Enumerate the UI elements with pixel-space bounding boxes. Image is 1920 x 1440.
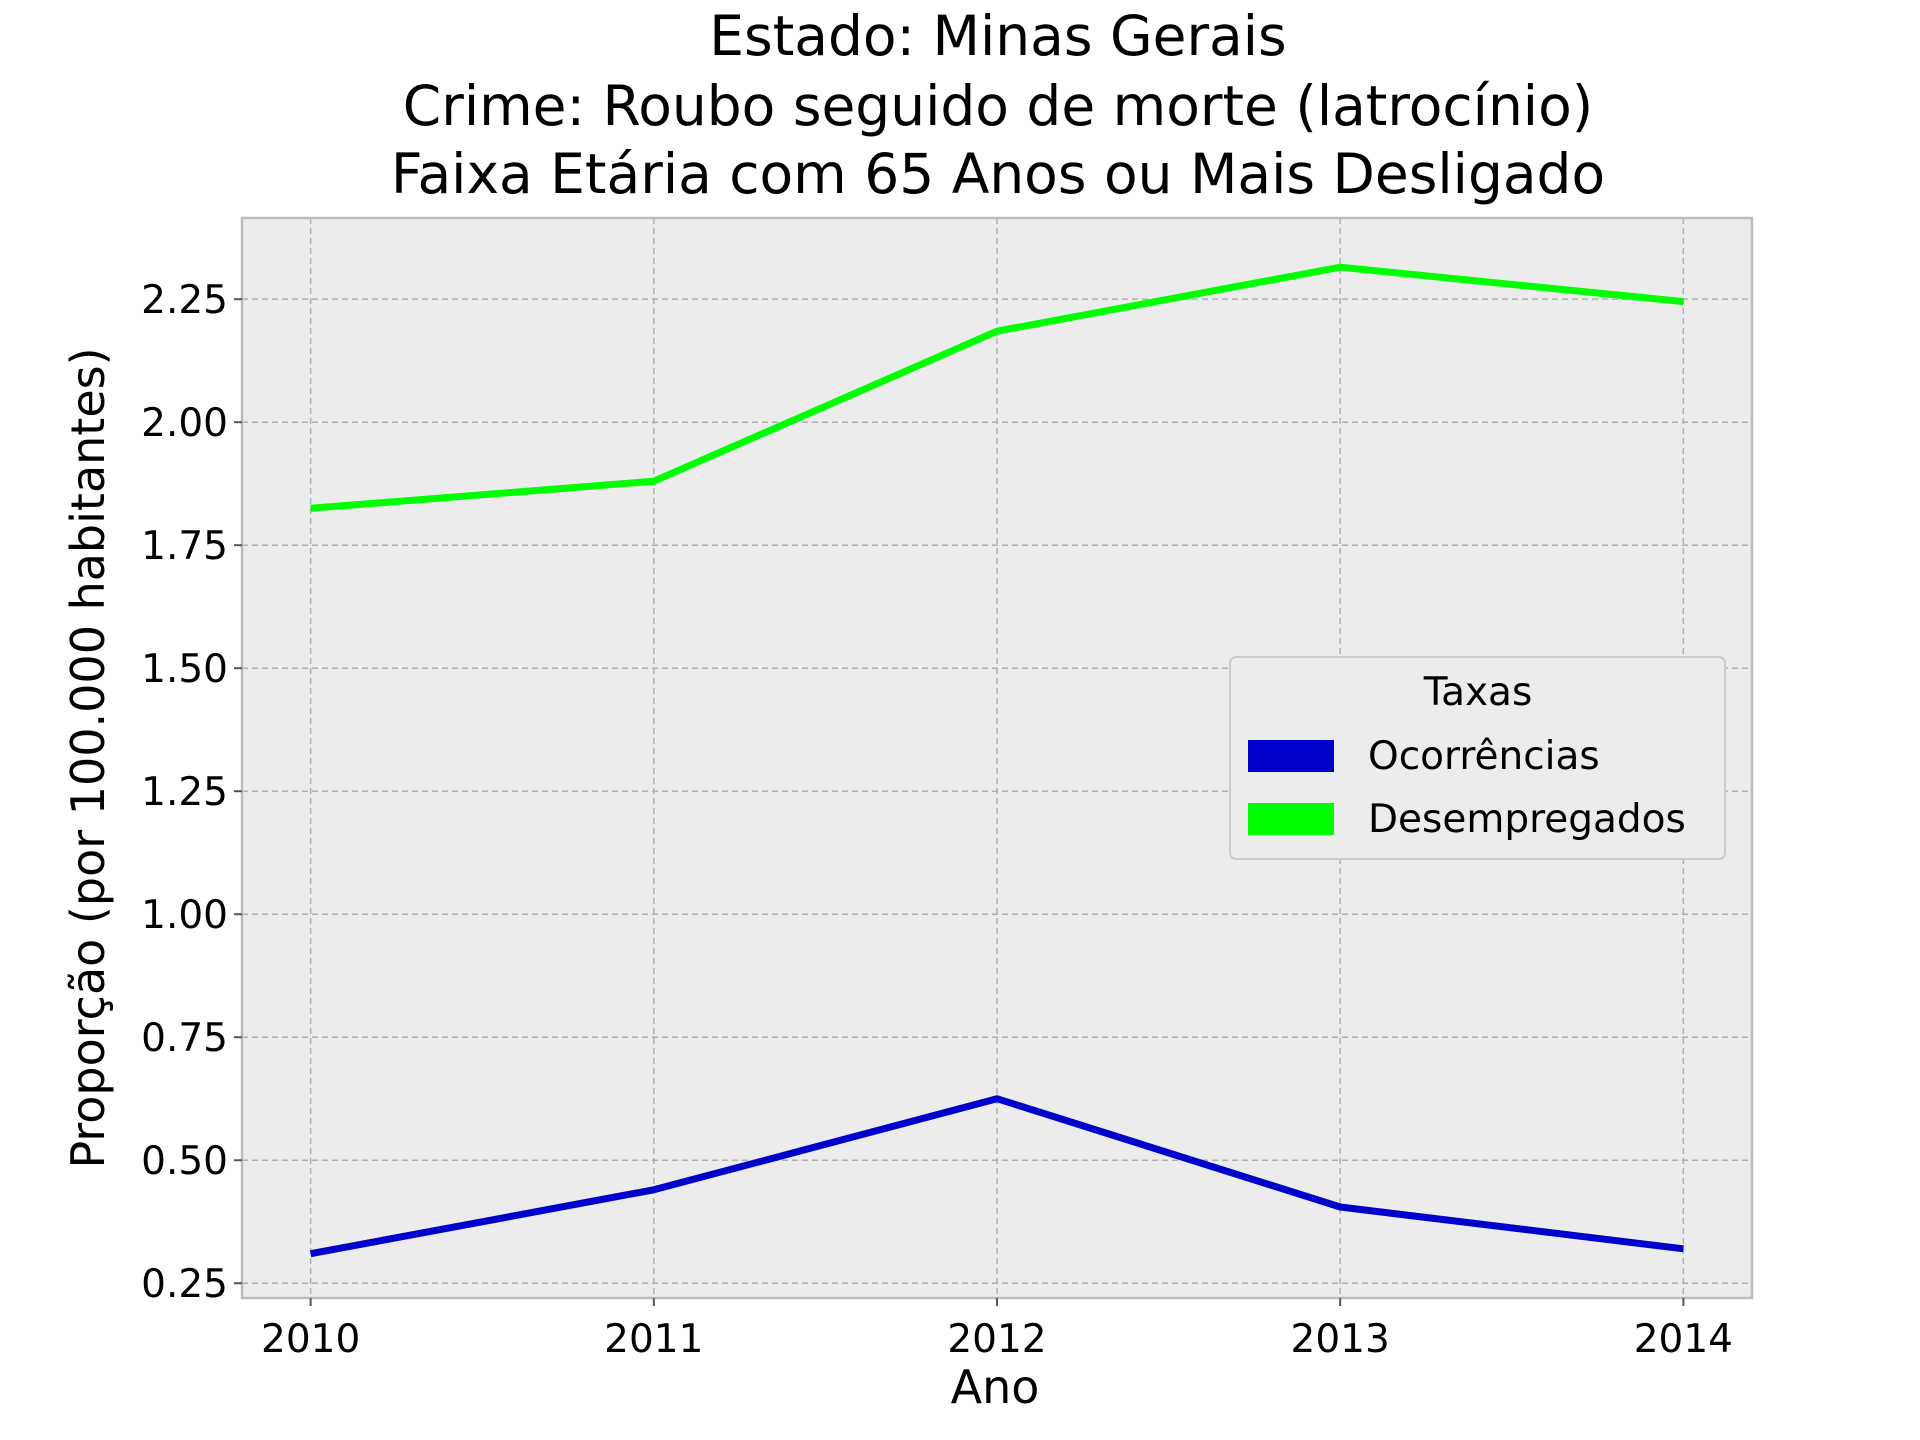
- x-tick-label: 2010: [261, 1317, 360, 1362]
- grid: [242, 218, 1752, 1298]
- title-line-1: Estado: Minas Gerais: [709, 4, 1286, 68]
- legend-swatch-desempregados: [1248, 803, 1334, 835]
- x-tick-label: 2012: [947, 1317, 1046, 1362]
- y-tick-label: 1.25: [141, 770, 228, 815]
- x-axis-label: Ano: [951, 1360, 1040, 1414]
- y-tick-label: 0.25: [141, 1262, 228, 1307]
- y-axis-label: Proporção (por 100.000 habitantes): [61, 347, 115, 1168]
- y-tick-label: 0.50: [141, 1139, 228, 1184]
- y-tick-label: 2.25: [141, 278, 228, 323]
- legend-label-ocorrencias: Ocorrências: [1368, 734, 1600, 779]
- legend: Taxas Ocorrências Desempregados: [1229, 656, 1726, 860]
- x-tick-label: 2014: [1634, 1317, 1733, 1362]
- y-tick-label: 1.50: [141, 647, 228, 692]
- x-tick-label: 2013: [1291, 1317, 1390, 1362]
- series-lines: [309, 263, 1684, 1258]
- y-tick-label: 0.75: [141, 1016, 228, 1061]
- legend-label-desempregados: Desempregados: [1368, 797, 1686, 842]
- legend-swatch-ocorrencias: [1248, 740, 1334, 772]
- x-axis-ticks: 2010 2011 2012 2013 2014: [261, 1298, 1733, 1362]
- y-tick-label: 1.00: [141, 893, 228, 938]
- x-tick-label: 2011: [604, 1317, 703, 1362]
- y-tick-label: 1.75: [141, 524, 228, 569]
- legend-box: [1229, 656, 1726, 860]
- chart-title: Estado: Minas Gerais Crime: Roubo seguid…: [391, 4, 1605, 206]
- title-line-3: Faixa Etária com 65 Anos ou Mais Desliga…: [391, 142, 1605, 206]
- legend-title: Taxas: [1423, 670, 1533, 715]
- y-tick-label: 2.00: [141, 401, 228, 446]
- y-axis-ticks: 0.25 0.50 0.75 1.00 1.25 1.50 1.75 2.00 2.25: [141, 278, 242, 1307]
- title-line-2: Crime: Roubo seguido de morte (latrocíni…: [403, 74, 1593, 138]
